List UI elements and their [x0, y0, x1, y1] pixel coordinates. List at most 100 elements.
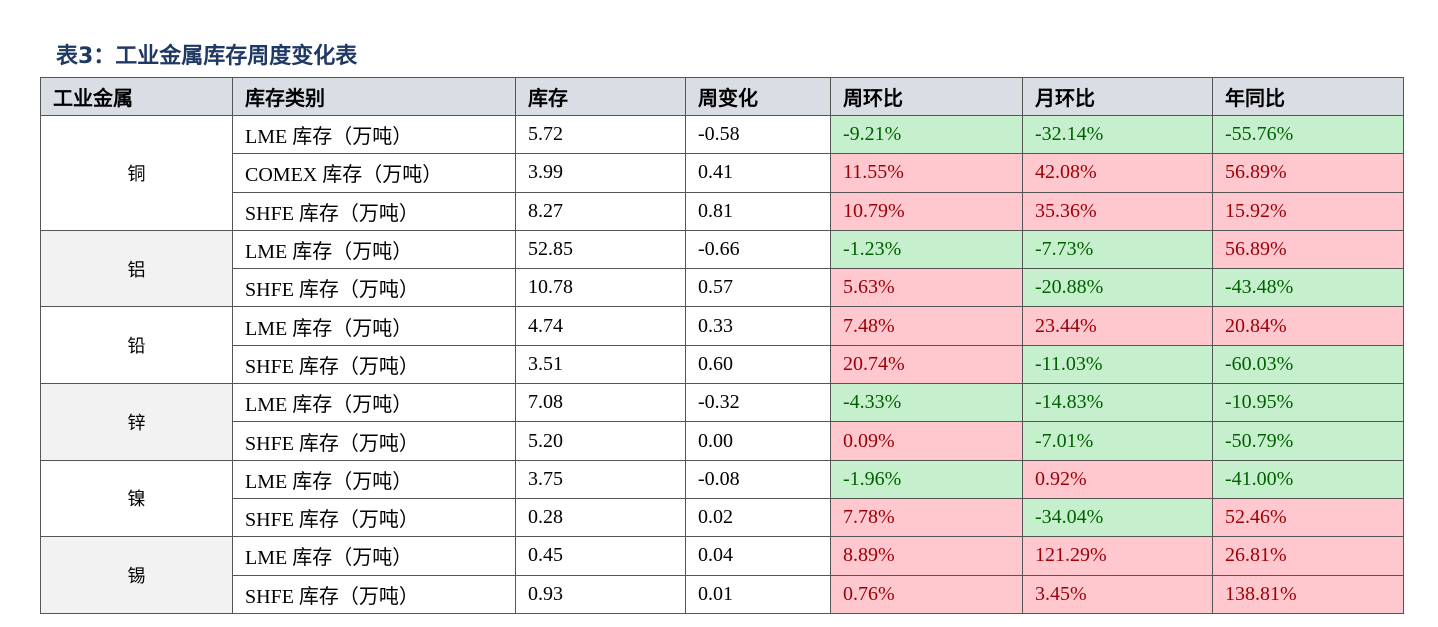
table-row: SHFE 库存（万吨） 5.20 0.00 0.09% -7.01% -50.79% — [41, 421, 1404, 461]
table-row: 锡 LME 库存（万吨） 0.45 0.04 8.89% 121.29% 26.81% — [40, 536, 1404, 614]
metal-cell: 铅 — [40, 306, 233, 385]
value-cell: -1.23% — [830, 229, 1023, 270]
value-cell: 15.92% — [1212, 191, 1404, 231]
table-row: SHFE 库存（万吨） 8.27 0.81 10.79% 35.36% 15.92% — [41, 191, 1404, 231]
inventory-table: 工业金属 库存类别 库存 周变化 周环比 月环比 年同比 铜 LME 库存（万吨） 5.72 -0… — [40, 77, 1404, 614]
value-cell: 3.45% — [1022, 574, 1213, 614]
value-cell: 23.44% — [1022, 306, 1213, 346]
value-cell: 3.75 — [515, 459, 686, 499]
value-cell: 121.29% — [1022, 536, 1213, 576]
value-cell: 0.45 — [515, 536, 686, 576]
value-cell: 0.28 — [515, 497, 686, 538]
header-cell: 库存 — [515, 77, 686, 116]
value-cell: 8.89% — [830, 536, 1023, 576]
value-cell: 0.09% — [830, 421, 1023, 461]
value-cell: 0.81 — [685, 191, 831, 231]
category-cell: SHFE 库存（万吨） — [232, 344, 516, 385]
value-cell: -50.79% — [1212, 421, 1404, 461]
value-cell: 26.81% — [1212, 536, 1404, 576]
value-cell: 5.20 — [515, 421, 686, 461]
value-cell: 10.79% — [830, 191, 1023, 231]
value-cell: 5.63% — [830, 268, 1023, 308]
value-cell: -7.01% — [1022, 421, 1213, 461]
value-cell: -7.73% — [1022, 229, 1213, 270]
value-cell: 52.46% — [1212, 497, 1404, 538]
header-cell: 工业金属 — [40, 77, 233, 116]
table-row: SHFE 库存（万吨） 0.93 0.01 0.76% 3.45% 138.81% — [41, 574, 1404, 614]
metal-cell: 镍 — [40, 459, 233, 538]
value-cell: 7.78% — [830, 497, 1023, 538]
value-cell: -14.83% — [1022, 383, 1213, 423]
header-cell: 库存类别 — [232, 77, 516, 116]
value-cell: 7.48% — [830, 306, 1023, 346]
value-cell: 0.60 — [685, 344, 831, 385]
metal-cell: 锌 — [40, 383, 233, 461]
metal-cell: 锡 — [40, 536, 233, 614]
value-cell: 20.74% — [830, 344, 1023, 385]
value-cell: -9.21% — [830, 114, 1023, 155]
header-row: 工业金属 库存类别 库存 周变化 周环比 月环比 年同比 — [40, 77, 1404, 116]
value-cell: 3.51 — [515, 344, 686, 385]
value-cell: -20.88% — [1022, 268, 1213, 308]
value-cell: -60.03% — [1212, 344, 1404, 385]
table-row: 铅 LME 库存（万吨） 4.74 0.33 7.48% 23.44% 20.84% — [40, 306, 1404, 385]
header-cell: 年同比 — [1212, 77, 1404, 116]
header-cell: 周变化 — [685, 77, 831, 116]
value-cell: 52.85 — [515, 229, 686, 270]
category-cell: LME 库存（万吨） — [232, 536, 516, 576]
value-cell: 10.78 — [515, 268, 686, 308]
table-row: 镍 LME 库存（万吨） 3.75 -0.08 -1.96% 0.92% -41.00% — [40, 459, 1404, 538]
category-cell: LME 库存（万吨） — [232, 306, 516, 346]
value-cell: 7.08 — [515, 383, 686, 423]
table-row: COMEX 库存（万吨） 3.99 0.41 11.55% 42.08% 56.89% — [41, 153, 1404, 193]
table-body: 铜 LME 库存（万吨） 5.72 -0.58 -9.21% -32.14% -55.76%… — [40, 114, 1404, 614]
value-cell: 11.55% — [830, 153, 1023, 193]
metal-cell: 铝 — [40, 229, 233, 308]
table-row: 铜 LME 库存（万吨） 5.72 -0.58 -9.21% -32.14% -55.76% — [40, 114, 1404, 231]
value-cell: -1.96% — [830, 459, 1023, 499]
value-cell: -34.04% — [1022, 497, 1213, 538]
category-cell: LME 库存（万吨） — [232, 114, 516, 155]
value-cell: 0.04 — [685, 536, 831, 576]
value-cell: 138.81% — [1212, 574, 1404, 614]
category-cell: SHFE 库存（万吨） — [232, 497, 516, 538]
value-cell: 0.02 — [685, 497, 831, 538]
value-cell: 20.84% — [1212, 306, 1404, 346]
category-cell: SHFE 库存（万吨） — [232, 421, 516, 461]
table-title: 表3：工业金属库存周度变化表 — [56, 44, 358, 69]
table-row: 锌 LME 库存（万吨） 7.08 -0.32 -4.33% -14.83% -10.95% — [40, 383, 1404, 461]
value-cell: 56.89% — [1212, 229, 1404, 270]
metal-cell: 铜 — [40, 115, 233, 231]
value-cell: 56.89% — [1212, 153, 1404, 193]
value-cell: -0.32 — [685, 383, 831, 423]
value-cell: 5.72 — [515, 114, 686, 155]
value-cell: -4.33% — [830, 383, 1023, 423]
value-cell: -0.08 — [685, 459, 831, 499]
category-cell: COMEX 库存（万吨） — [232, 153, 516, 193]
value-cell: 42.08% — [1022, 153, 1213, 193]
value-cell: -10.95% — [1212, 383, 1404, 423]
category-cell: SHFE 库存（万吨） — [232, 268, 516, 308]
value-cell: -0.58 — [685, 114, 831, 155]
value-cell: 3.99 — [515, 153, 686, 193]
value-cell: 0.76% — [830, 574, 1023, 614]
value-cell: -41.00% — [1212, 459, 1404, 499]
category-cell: LME 库存（万吨） — [232, 383, 516, 423]
table-row: SHFE 库存（万吨） 3.51 0.60 20.74% -11.03% -60.03% — [41, 344, 1404, 385]
header-cell: 周环比 — [830, 77, 1023, 116]
value-cell: 0.01 — [685, 574, 831, 614]
value-cell: 4.74 — [515, 306, 686, 346]
category-cell: SHFE 库存（万吨） — [232, 191, 516, 231]
table-row: SHFE 库存（万吨） 10.78 0.57 5.63% -20.88% -43.48% — [41, 268, 1404, 308]
value-cell: -43.48% — [1212, 268, 1404, 308]
table-row: SHFE 库存（万吨） 0.28 0.02 7.78% -34.04% 52.46% — [41, 497, 1404, 538]
category-cell: LME 库存（万吨） — [232, 229, 516, 270]
value-cell: -55.76% — [1212, 114, 1404, 155]
value-cell: 8.27 — [515, 191, 686, 231]
header-cell: 月环比 — [1022, 77, 1213, 116]
value-cell: -32.14% — [1022, 114, 1213, 155]
value-cell: 0.41 — [685, 153, 831, 193]
value-cell: -0.66 — [685, 229, 831, 270]
value-cell: 0.33 — [685, 306, 831, 346]
